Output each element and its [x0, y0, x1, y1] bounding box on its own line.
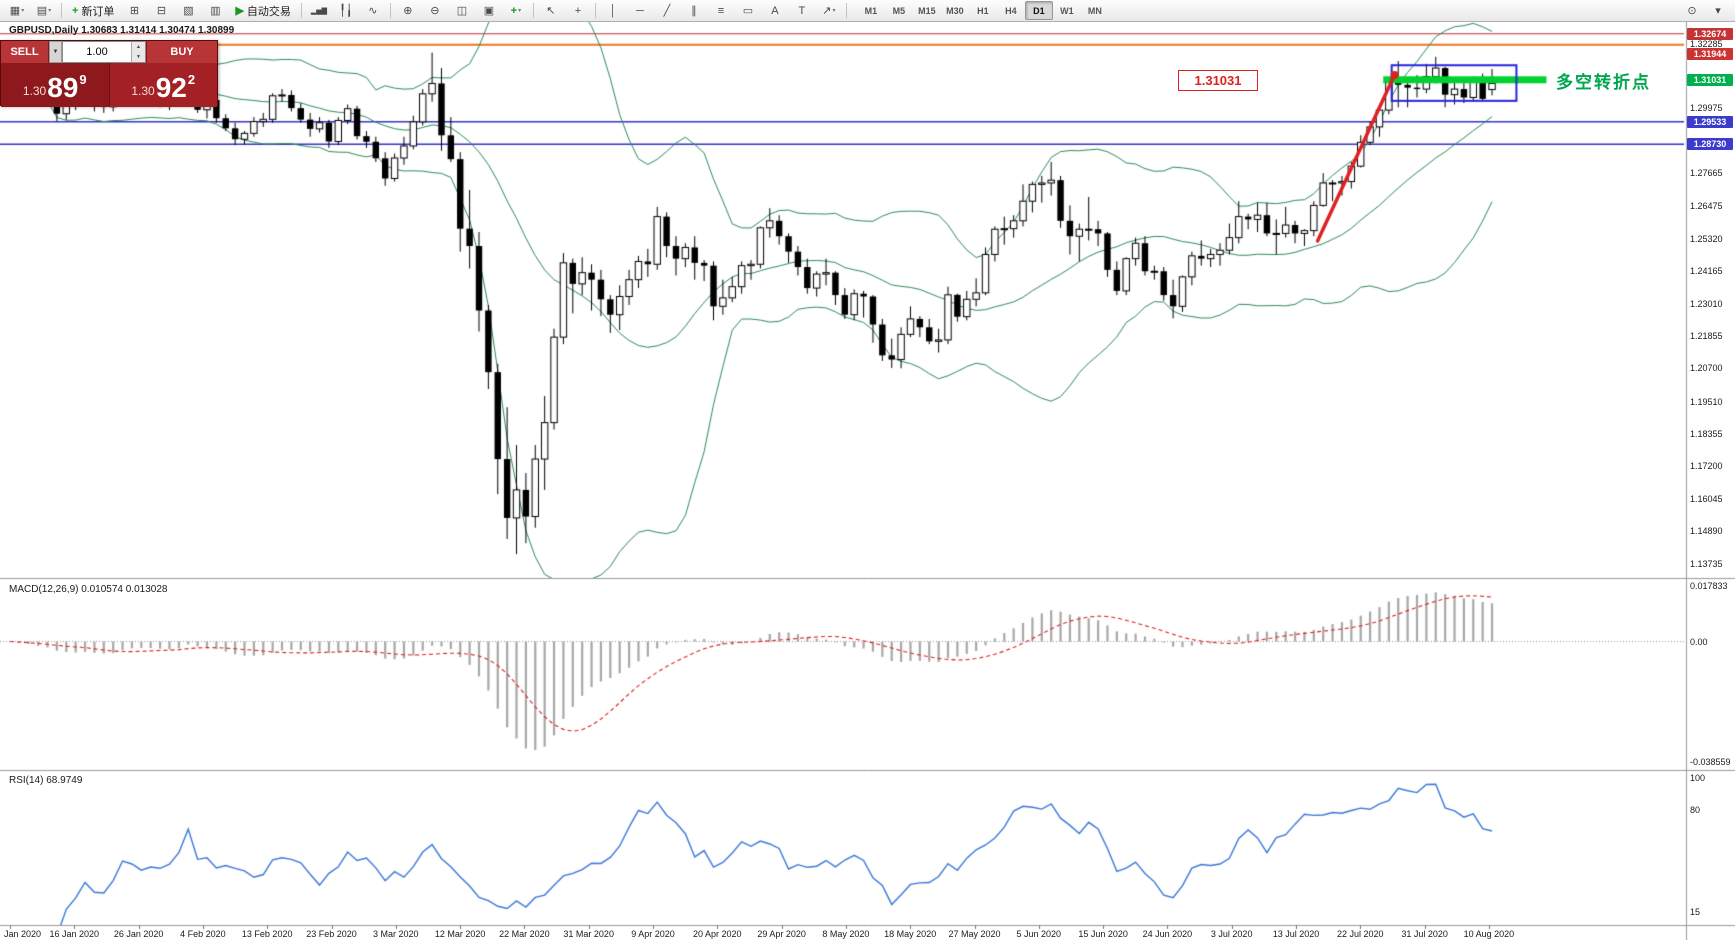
tile-windows-icon[interactable]: ◫ — [449, 1, 475, 21]
indicators-icon[interactable]: + ▾ — [503, 1, 529, 21]
text-label-glyph: A — [771, 4, 779, 17]
indicators-caret-icon: ▾ — [518, 8, 522, 14]
chart-profiles-icon[interactable]: ▤ ▾ — [31, 1, 57, 21]
sell-price-display[interactable]: 1.30 89 9 — [1, 63, 110, 107]
new-order-glyph: + — [72, 4, 79, 17]
chart-window: GBPUSD,Daily 1.30683 1.31414 1.30474 1.3… — [0, 22, 1735, 940]
buy-price-prefix: 1.30 — [131, 84, 155, 98]
volume-down-icon[interactable]: ▼ — [132, 52, 145, 62]
line-chart-glyph: ∿ — [368, 5, 378, 17]
toolbar-separator — [594, 3, 596, 18]
text-tool-glyph: T — [798, 4, 806, 17]
bar-chart-icon[interactable]: ▂▅▇ — [306, 1, 332, 21]
timeframe-group: M1 M5 M15 M30 H1 H4 D1 W1 MN — [857, 1, 1109, 20]
arrows-tool-caret-icon: ▾ — [832, 8, 836, 14]
tile-windows-glyph: ◫ — [456, 5, 468, 17]
chart-profiles-caret-icon: ▾ — [48, 8, 52, 14]
horizontal-line-glyph: ─ — [636, 4, 644, 17]
zoom-in-glyph: ⊕ — [403, 5, 413, 17]
toolbar-separator — [389, 3, 391, 18]
volume-field-wrap: ▲ ▼ — [62, 41, 146, 63]
cursor-icon[interactable]: ↖ — [538, 1, 564, 21]
bar-chart-glyph: ▂▅▇ — [310, 7, 327, 15]
horizontal-line-icon[interactable]: ─ — [627, 1, 653, 21]
timeframe-m30-button[interactable]: M30 — [946, 5, 964, 16]
timeframe-m5-button[interactable]: M5 — [892, 5, 906, 16]
chart-profiles-glyph: ▤ — [36, 5, 48, 17]
auto-arrange-glyph: ▣ — [483, 5, 495, 17]
arrows-tool-glyph: ↗ — [822, 5, 832, 17]
timeframe-h1-button[interactable]: H1 — [977, 5, 989, 16]
volume-input[interactable] — [63, 42, 131, 62]
fibonacci-glyph: ≡ — [717, 4, 725, 17]
new-chart-glyph: ▦ — [9, 5, 21, 17]
sell-price-prefix: 1.30 — [22, 84, 47, 98]
new-chart-caret-icon: ▾ — [21, 8, 25, 14]
auto-arrange-icon[interactable]: ▣ — [476, 1, 502, 21]
trendline-glyph: ╱ — [663, 5, 671, 17]
navigator-icon[interactable]: ▧ — [175, 1, 201, 21]
new-chart-icon[interactable]: ▦ ▾ — [4, 1, 30, 21]
cursor-glyph: ↖ — [546, 5, 556, 17]
equidistant-channel-icon[interactable]: ∥ — [681, 1, 707, 21]
equidistant-channel-glyph: ∥ — [691, 5, 697, 17]
text-tool-icon[interactable]: T — [789, 1, 815, 21]
text-label-icon[interactable]: A — [762, 1, 788, 21]
toolbar-separator — [300, 3, 302, 18]
crosshair-icon[interactable]: + — [565, 1, 591, 21]
fibonacci-icon[interactable]: ≡ — [708, 1, 734, 21]
sell-button[interactable]: SELL — [1, 41, 49, 63]
timeframe-m15-button[interactable]: M15 — [918, 5, 936, 16]
navigator-glyph: ▧ — [183, 5, 194, 17]
buy-price-big-digits: 92 — [155, 72, 187, 104]
indicators-glyph: + — [510, 4, 518, 17]
vertical-line-glyph: │ — [609, 4, 617, 17]
order-type-dropdown-icon[interactable]: ▼ — [49, 41, 62, 63]
market-watch-glyph: ⊞ — [129, 5, 140, 17]
crosshair-glyph: + — [574, 4, 582, 17]
arrows-tool-icon[interactable]: ↗ ▾ — [816, 1, 842, 21]
zoom-in-icon[interactable]: ⊕ — [395, 1, 421, 21]
toolbar: ▦ ▾ ▤ ▾ + 新订单 ⊞ ⊟ ▧ ▥ ▶ 自动交易 ▂▅▇ ╿╽ ∿ ⊕ ⊖ ◫ ▣ + ▾ ↖ + │ ─ ╱ ∥ ≡ ▭ A T ↗… — [0, 0, 1735, 22]
data-window-glyph: ⊟ — [156, 5, 167, 17]
panel-toggle-icon[interactable]: ▾ — [1715, 5, 1721, 17]
buy-price-display[interactable]: 1.30 92 2 — [109, 63, 217, 107]
sell-price-pipette: 9 — [79, 72, 87, 87]
chart-canvas[interactable] — [0, 22, 1735, 940]
line-chart-icon[interactable]: ∿ — [360, 1, 386, 21]
autotrading-button[interactable]: ▶ 自动交易 — [229, 1, 296, 21]
terminal-icon[interactable]: ▥ — [202, 1, 228, 21]
zoom-out-icon[interactable]: ⊖ — [422, 1, 448, 21]
data-window-icon[interactable]: ⊟ — [148, 1, 174, 21]
sell-price-big-digits: 89 — [47, 72, 79, 104]
buy-price-pipette: 2 — [187, 72, 196, 87]
toolbar-right: ⊙ ▾ — [1679, 1, 1731, 21]
vertical-line-icon[interactable]: │ — [600, 1, 626, 21]
timeframe-m1-button[interactable]: M1 — [864, 5, 878, 16]
shapes-glyph: ▭ — [742, 5, 754, 17]
trendline-icon[interactable]: ╱ — [654, 1, 680, 21]
candlestick-chart-glyph: ╿╽ — [339, 5, 353, 17]
new-order-button[interactable]: + 新订单 — [66, 1, 120, 21]
autotrading-glyph: ▶ — [235, 5, 244, 17]
volume-up-icon[interactable]: ▲ — [132, 42, 145, 52]
toolbar-separator — [532, 3, 534, 18]
toolbar-separator — [61, 3, 62, 18]
buy-button[interactable]: BUY — [146, 41, 217, 63]
terminal-glyph: ▥ — [210, 5, 221, 17]
autotrading-label: 自动交易 — [246, 5, 291, 18]
timeframe-d1-button[interactable]: D1 — [1024, 1, 1053, 20]
market-watch-icon[interactable]: ⊞ — [121, 1, 147, 21]
one-click-trading-panel: SELL ▼ ▲ ▼ BUY 1.30 89 9 1.30 92 2 — [0, 40, 218, 107]
toolbar-separator — [845, 3, 847, 18]
new-order-label: 新订单 — [81, 5, 115, 18]
search-icon[interactable]: ⊙ — [1687, 5, 1697, 17]
timeframe-mn-button[interactable]: MN — [1087, 5, 1102, 16]
candlestick-chart-icon[interactable]: ╿╽ — [333, 1, 359, 21]
zoom-out-glyph: ⊖ — [430, 5, 440, 17]
timeframe-h4-button[interactable]: H4 — [1005, 5, 1017, 16]
timeframe-w1-button[interactable]: W1 — [1060, 5, 1074, 16]
shapes-icon[interactable]: ▭ — [735, 1, 761, 21]
